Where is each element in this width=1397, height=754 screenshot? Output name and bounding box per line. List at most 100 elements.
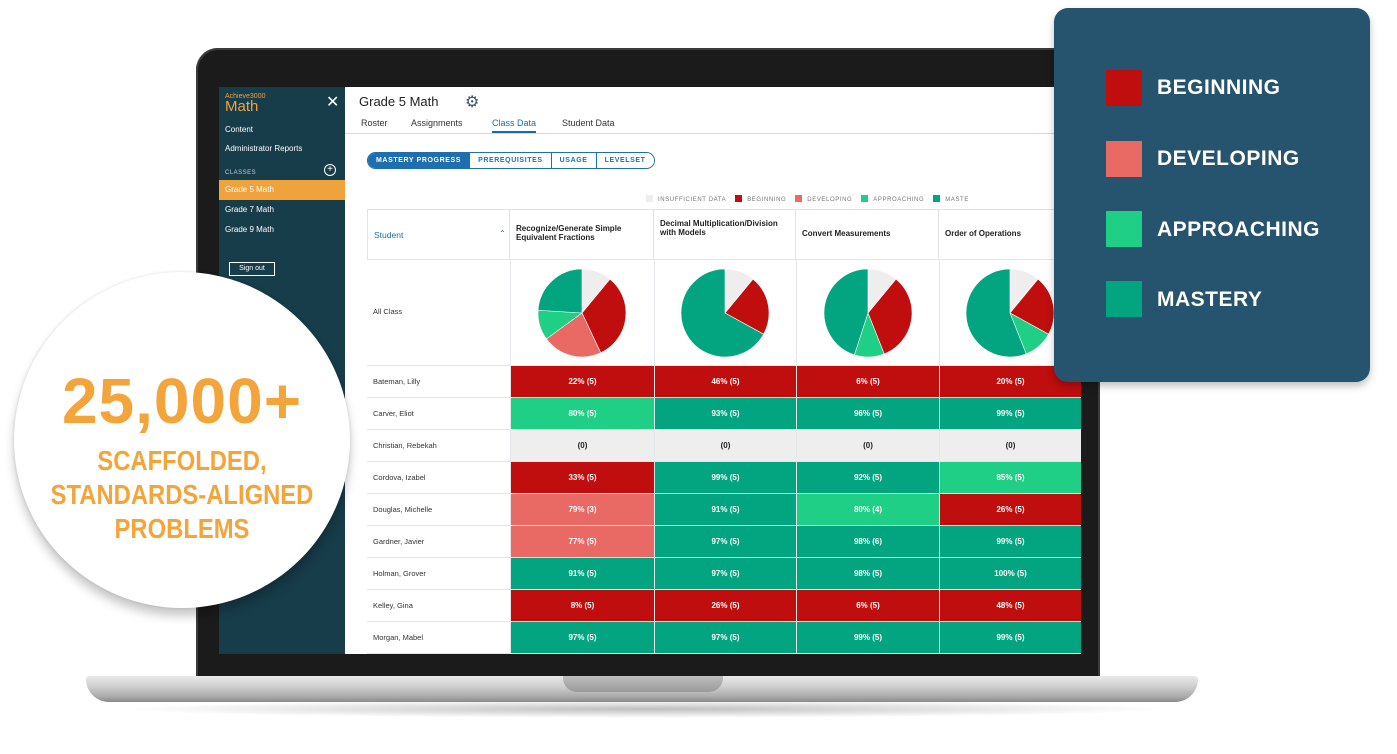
close-icon[interactable]: ✕ bbox=[326, 94, 340, 111]
mastery-cell[interactable]: 26% (5) bbox=[940, 494, 1081, 525]
mastery-cell[interactable]: 91% (5) bbox=[655, 494, 796, 525]
segment-prerequisites[interactable]: PREREQUISITES bbox=[469, 153, 551, 168]
page-title: Grade 5 Math bbox=[359, 94, 439, 109]
mastery-cell[interactable]: 97% (5) bbox=[655, 526, 796, 557]
student-name[interactable]: Kelley, Gina bbox=[373, 601, 413, 610]
all-class-pie-chart[interactable] bbox=[679, 267, 771, 359]
mastery-cell[interactable]: 80% (4) bbox=[797, 494, 939, 525]
add-class-icon[interactable]: + bbox=[324, 164, 336, 176]
legend-item: INSUFFICIENT DATA bbox=[646, 195, 726, 203]
mastery-cell[interactable]: (0) bbox=[511, 430, 654, 461]
sidebar-item-grade-9-math[interactable]: Grade 9 Math bbox=[225, 225, 274, 234]
active-class-highlight bbox=[219, 180, 345, 200]
app-logo[interactable]: Achieve3000 Math bbox=[225, 93, 265, 114]
mastery-cell[interactable]: 99% (5) bbox=[797, 622, 939, 653]
mastery-cell[interactable]: 79% (3) bbox=[511, 494, 654, 525]
mastery-cell[interactable]: 48% (5) bbox=[940, 590, 1081, 621]
segment-usage[interactable]: USAGE bbox=[550, 153, 596, 168]
mastery-cell[interactable]: 99% (5) bbox=[655, 462, 796, 493]
mastery-cell[interactable]: 80% (5) bbox=[511, 398, 654, 429]
row-divider bbox=[367, 429, 1081, 430]
mastery-cell[interactable]: 77% (5) bbox=[511, 526, 654, 557]
mastery-cell[interactable]: 6% (5) bbox=[797, 366, 939, 397]
column-header[interactable]: Recognize/Generate Simple Equivalent Fra… bbox=[510, 209, 654, 259]
legend-label: INSUFFICIENT DATA bbox=[658, 197, 727, 203]
pie-slice-mastery bbox=[965, 268, 1027, 358]
mastery-cell[interactable]: 85% (5) bbox=[940, 462, 1081, 493]
sidebar-item-grade-7-math[interactable]: Grade 7 Math bbox=[225, 205, 274, 214]
sidebar-item-administrator-reports[interactable]: Administrator Reports bbox=[225, 144, 303, 153]
column-header[interactable]: Decimal Multiplication/Division with Mod… bbox=[654, 209, 796, 259]
sign-out-button[interactable]: Sign out bbox=[229, 262, 275, 276]
student-name[interactable]: Holman, Grover bbox=[373, 569, 426, 578]
gear-icon[interactable]: ⚙ bbox=[465, 94, 480, 111]
mastery-cell[interactable]: 26% (5) bbox=[655, 590, 796, 621]
pie-slice-beginning bbox=[724, 278, 770, 335]
mastery-cell[interactable]: 97% (5) bbox=[511, 622, 654, 653]
legend-item: BEGINNING bbox=[735, 195, 786, 203]
mastery-cell[interactable]: (0) bbox=[797, 430, 939, 461]
all-class-pie-chart[interactable] bbox=[822, 267, 914, 359]
mastery-cell[interactable]: 8% (5) bbox=[511, 590, 654, 621]
legend-label: APPROACHING bbox=[873, 197, 925, 203]
column-header-label: Convert Measurements bbox=[802, 229, 891, 238]
tab-assignments[interactable]: Assignments bbox=[411, 118, 463, 128]
legend-swatch-approaching bbox=[1106, 211, 1142, 247]
student-column-header[interactable]: Student ⌃ bbox=[367, 209, 510, 259]
legend-item: MASTE bbox=[933, 195, 969, 203]
column-header-label: Order of Operations bbox=[945, 229, 1022, 238]
legend-label-beginning: BEGINNING bbox=[1157, 76, 1281, 99]
mastery-cell[interactable]: 100% (5) bbox=[940, 558, 1081, 589]
legend-swatch bbox=[861, 195, 869, 202]
mastery-cell[interactable]: 99% (5) bbox=[940, 622, 1081, 653]
mastery-cell[interactable]: 33% (5) bbox=[511, 462, 654, 493]
problems-count-badge: 25,000+ SCAFFOLDED, STANDARDS-ALIGNED PR… bbox=[14, 272, 350, 608]
mastery-cell[interactable]: 96% (5) bbox=[797, 398, 939, 429]
student-header-label: Student bbox=[374, 230, 404, 240]
row-divider bbox=[367, 621, 1081, 622]
student-name[interactable]: Gardner, Javier bbox=[373, 537, 425, 546]
tab-student-data[interactable]: Student Data bbox=[562, 118, 615, 128]
all-class-pie-chart[interactable] bbox=[536, 267, 628, 359]
mastery-cell[interactable]: 97% (5) bbox=[655, 622, 796, 653]
mastery-cell[interactable]: 92% (5) bbox=[797, 462, 939, 493]
tab-class-data[interactable]: Class Data bbox=[492, 118, 537, 133]
student-name[interactable]: Douglas, Michelle bbox=[373, 505, 433, 514]
legend-swatch bbox=[646, 195, 653, 202]
mastery-cell[interactable]: 99% (5) bbox=[940, 398, 1081, 429]
student-name[interactable]: Christian, Rebekah bbox=[373, 441, 437, 450]
legend-label: DEVELOPING bbox=[807, 197, 853, 203]
student-name[interactable]: Bateman, Lilly bbox=[373, 377, 421, 386]
legend-item: APPROACHING bbox=[861, 195, 924, 203]
mastery-cell[interactable]: 46% (5) bbox=[655, 366, 796, 397]
mastery-cell[interactable]: 22% (5) bbox=[511, 366, 654, 397]
sidebar-item-content[interactable]: Content bbox=[225, 125, 254, 134]
mastery-cell[interactable]: 98% (5) bbox=[797, 558, 939, 589]
mastery-cell[interactable]: 91% (5) bbox=[511, 558, 654, 589]
legend-swatch-developing bbox=[1106, 141, 1142, 177]
legend-label-mastery: MASTERY bbox=[1157, 288, 1263, 311]
all-class-pie-chart[interactable] bbox=[964, 267, 1056, 359]
mastery-cell[interactable]: 93% (5) bbox=[655, 398, 796, 429]
mastery-cell[interactable]: 6% (5) bbox=[797, 590, 939, 621]
mastery-cell[interactable]: 99% (5) bbox=[940, 526, 1081, 557]
sidebar-item-grade-5-math[interactable]: Grade 5 Math bbox=[225, 185, 274, 194]
mastery-cell[interactable]: 97% (5) bbox=[655, 558, 796, 589]
legend-swatch bbox=[933, 195, 941, 202]
badge-line: STANDARDS-ALIGNED bbox=[50, 479, 314, 510]
mastery-cell[interactable]: (0) bbox=[940, 430, 1081, 461]
student-name[interactable]: Carver, Eliot bbox=[373, 409, 414, 418]
mastery-legend-panel: BEGINNING DEVELOPING APPROACHING MASTERY bbox=[1054, 8, 1370, 382]
badge-line: PROBLEMS bbox=[114, 513, 250, 544]
segment-levelset[interactable]: LEVELSET bbox=[595, 153, 654, 168]
column-header[interactable]: Convert Measurements bbox=[796, 209, 939, 259]
student-name[interactable]: Cordova, Izabel bbox=[373, 473, 426, 482]
report-segmented-control: MASTERY PROGRESS PREREQUISITES USAGE LEV… bbox=[367, 152, 655, 169]
tab-roster[interactable]: Roster bbox=[361, 118, 388, 128]
legend-swatch bbox=[735, 195, 743, 202]
student-name[interactable]: Morgan, Mabel bbox=[373, 633, 424, 642]
sort-ascending-icon[interactable]: ⌃ bbox=[499, 229, 506, 238]
mastery-cell[interactable]: 98% (6) bbox=[797, 526, 939, 557]
mastery-cell[interactable]: (0) bbox=[655, 430, 796, 461]
segment-mastery-progress[interactable]: MASTERY PROGRESS bbox=[368, 153, 470, 168]
